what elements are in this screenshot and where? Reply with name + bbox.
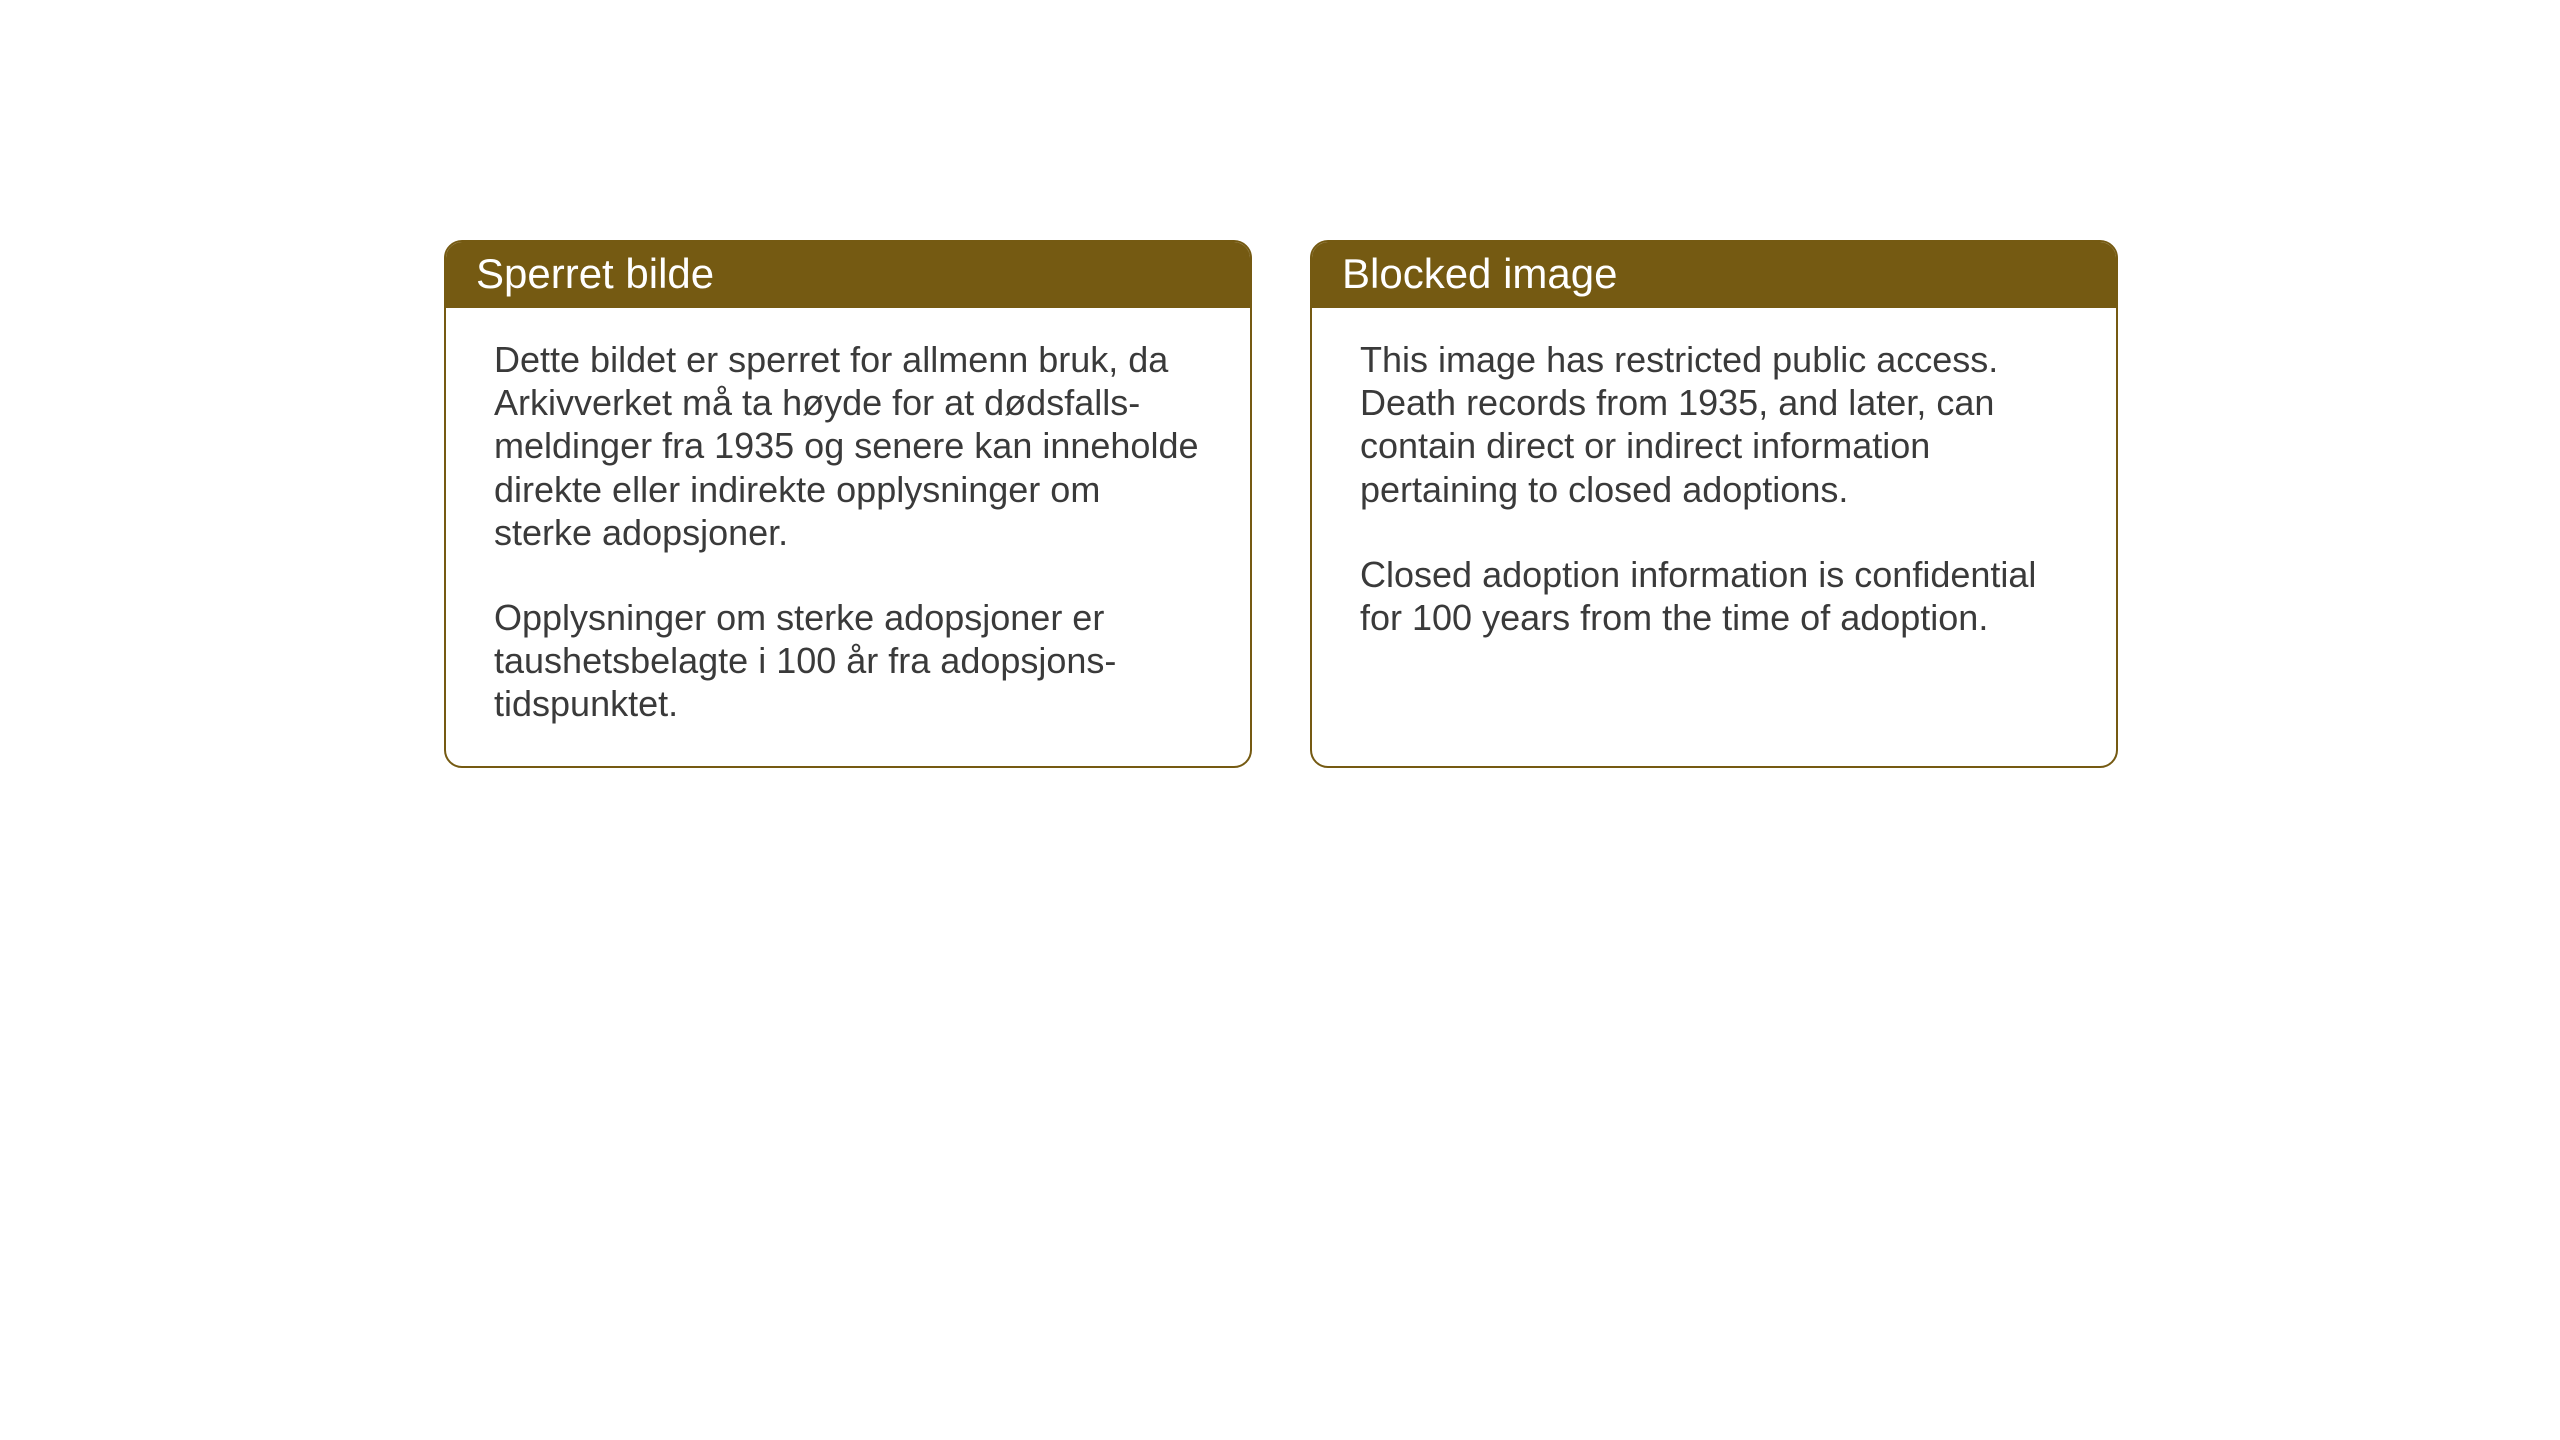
card-title-english: Blocked image [1342,250,1617,297]
paragraph-norwegian-1: Dette bildet er sperret for allmenn bruk… [494,338,1202,554]
card-body-norwegian: Dette bildet er sperret for allmenn bruk… [446,308,1250,766]
card-title-norwegian: Sperret bilde [476,250,714,297]
paragraph-english-1: This image has restricted public access.… [1360,338,2068,511]
paragraph-english-2: Closed adoption information is confident… [1360,553,2068,639]
card-body-english: This image has restricted public access.… [1312,308,2116,759]
notice-container: Sperret bilde Dette bildet er sperret fo… [444,240,2118,768]
card-header-english: Blocked image [1312,242,2116,308]
notice-card-english: Blocked image This image has restricted … [1310,240,2118,768]
notice-card-norwegian: Sperret bilde Dette bildet er sperret fo… [444,240,1252,768]
card-header-norwegian: Sperret bilde [446,242,1250,308]
paragraph-norwegian-2: Opplysninger om sterke adopsjoner er tau… [494,596,1202,726]
